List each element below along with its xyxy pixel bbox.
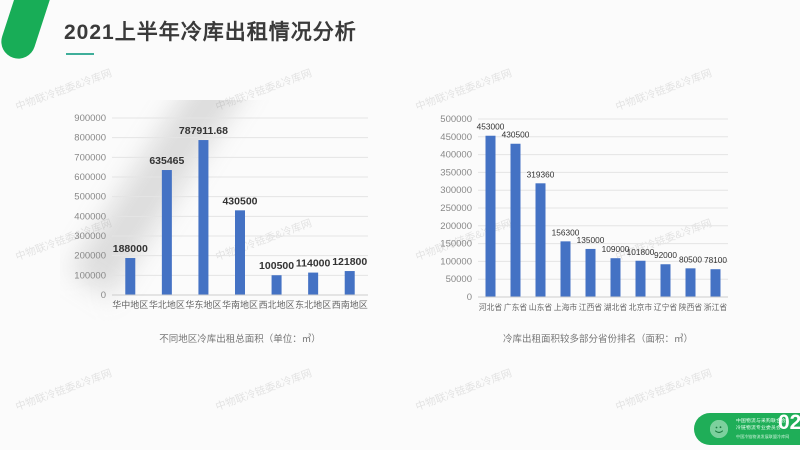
svg-text:湖北省: 湖北省 [604,302,628,312]
svg-text:400000: 400000 [440,150,472,161]
svg-text:华中地区: 华中地区 [112,299,148,310]
svg-text:华北地区: 华北地区 [149,299,185,310]
svg-text:156300: 156300 [552,227,580,237]
svg-text:135000: 135000 [577,235,605,245]
svg-text:350000: 350000 [440,167,472,178]
svg-text:453000: 453000 [477,122,505,132]
svg-text:西南地区: 西南地区 [332,299,368,310]
svg-text:114000: 114000 [296,258,331,270]
svg-text:787911.68: 787911.68 [179,125,228,137]
svg-text:900000: 900000 [74,113,106,124]
svg-text:450000: 450000 [440,132,472,143]
svg-text:319360: 319360 [527,169,555,179]
svg-text:500000: 500000 [440,114,472,125]
svg-text:300000: 300000 [74,231,106,242]
svg-text:西北地区: 西北地区 [259,299,295,310]
svg-text:50000: 50000 [446,274,472,285]
svg-text:东北地区: 东北地区 [295,299,331,310]
svg-text:山东省: 山东省 [529,302,553,312]
svg-text:700000: 700000 [74,152,106,163]
svg-text:635465: 635465 [149,155,184,167]
svg-text:陕西省: 陕西省 [679,302,703,312]
svg-text:河北省: 河北省 [479,302,503,312]
svg-text:100000: 100000 [74,270,106,281]
svg-text:0: 0 [101,290,106,301]
svg-text:华南地区: 华南地区 [222,299,258,310]
svg-text:广东省: 广东省 [504,302,528,312]
svg-text:109000: 109000 [602,244,630,254]
svg-text:浙江省: 浙江省 [704,302,728,312]
svg-text:上海市: 上海市 [554,302,578,312]
svg-text:北京市: 北京市 [629,302,653,312]
svg-text:80500: 80500 [679,254,702,264]
svg-text:250000: 250000 [440,203,472,214]
svg-text:100000: 100000 [440,256,472,267]
svg-text:92000: 92000 [654,250,677,260]
svg-text:600000: 600000 [74,172,106,183]
svg-text:78100: 78100 [704,255,727,265]
svg-text:121800: 121800 [332,256,367,268]
svg-text:430500: 430500 [222,195,257,207]
svg-text:200000: 200000 [440,221,472,232]
svg-text:430500: 430500 [502,130,530,140]
svg-text:800000: 800000 [74,133,106,144]
svg-text:188000: 188000 [113,243,148,255]
svg-text:0: 0 [467,292,472,303]
svg-text:400000: 400000 [74,211,106,222]
svg-text:200000: 200000 [74,251,106,262]
svg-text:江西省: 江西省 [579,302,603,312]
svg-text:150000: 150000 [440,239,472,250]
svg-text:100500: 100500 [259,260,294,272]
svg-text:101800: 101800 [627,247,655,257]
svg-text:辽宁省: 辽宁省 [654,302,678,312]
svg-text:华东地区: 华东地区 [185,299,221,310]
svg-text:500000: 500000 [74,192,106,203]
svg-text:300000: 300000 [440,185,472,196]
